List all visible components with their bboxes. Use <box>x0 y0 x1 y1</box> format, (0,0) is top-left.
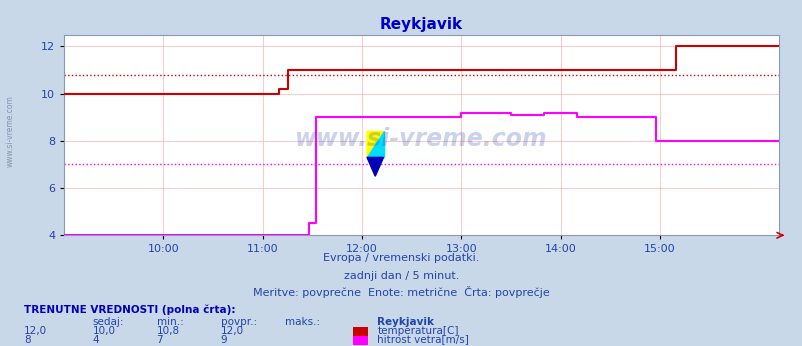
Polygon shape <box>367 131 383 157</box>
Text: min.:: min.: <box>156 317 183 327</box>
Text: maks.:: maks.: <box>285 317 320 327</box>
Title: Reykjavik: Reykjavik <box>379 17 463 32</box>
Text: povpr.:: povpr.: <box>221 317 257 327</box>
Text: Evropa / vremenski podatki.: Evropa / vremenski podatki. <box>323 253 479 263</box>
Text: hitrost vetra[m/s]: hitrost vetra[m/s] <box>377 335 468 345</box>
Text: www.si-vreme.com: www.si-vreme.com <box>6 95 15 167</box>
Polygon shape <box>367 131 383 157</box>
Text: 9: 9 <box>221 335 227 345</box>
Text: 8: 8 <box>24 335 30 345</box>
Text: www.si-vreme.com: www.si-vreme.com <box>295 127 547 151</box>
Text: zadnji dan / 5 minut.: zadnji dan / 5 minut. <box>343 271 459 281</box>
Text: TRENUTNE VREDNOSTI (polna črta):: TRENUTNE VREDNOSTI (polna črta): <box>24 304 235 315</box>
Text: 7: 7 <box>156 335 163 345</box>
Text: 10,0: 10,0 <box>92 326 115 336</box>
Text: Reykjavik: Reykjavik <box>377 317 434 327</box>
Text: 10,8: 10,8 <box>156 326 180 336</box>
Text: Meritve: povprečne  Enote: metrične  Črta: povprečje: Meritve: povprečne Enote: metrične Črta:… <box>253 286 549 298</box>
Polygon shape <box>367 157 383 176</box>
Text: 12,0: 12,0 <box>221 326 244 336</box>
Text: temperatura[C]: temperatura[C] <box>377 326 458 336</box>
Text: sedaj:: sedaj: <box>92 317 124 327</box>
Text: 4: 4 <box>92 335 99 345</box>
Text: 12,0: 12,0 <box>24 326 47 336</box>
